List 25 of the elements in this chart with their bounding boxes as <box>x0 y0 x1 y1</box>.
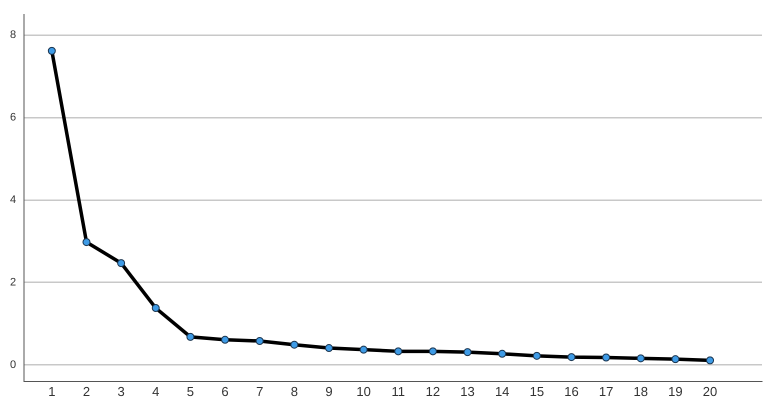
x-tick-label: 7 <box>256 384 264 399</box>
x-tick-label: 14 <box>494 384 510 399</box>
x-tick-label: 15 <box>530 384 544 399</box>
x-tick-label: 8 <box>290 384 298 399</box>
y-tick-label: 6 <box>10 112 16 124</box>
x-tick-label: 6 <box>221 384 229 399</box>
x-tick-label: 4 <box>152 384 160 399</box>
x-tick-label: 9 <box>325 384 333 399</box>
y-tick-label: 4 <box>10 194 16 206</box>
x-tick-label: 20 <box>702 384 718 399</box>
y-tick-label: 2 <box>10 276 16 289</box>
x-tick-label: 3 <box>118 384 125 399</box>
y-tick-label: 0 <box>10 358 16 371</box>
x-tick-label: 13 <box>460 384 475 399</box>
x-tick-label: 12 <box>426 384 440 399</box>
x-tick-label: 19 <box>668 384 683 399</box>
x-tick-label: 2 <box>82 384 90 399</box>
x-tick-label: 1 <box>48 384 56 399</box>
x-tick-label: 17 <box>598 384 614 399</box>
y-tick-label: 8 <box>10 29 16 42</box>
x-tick-label: 18 <box>634 384 648 399</box>
x-tick-label: 5 <box>186 384 194 399</box>
x-tick-label: 10 <box>356 384 371 399</box>
x-tick-label: 11 <box>392 384 406 399</box>
x-tick-label: 16 <box>564 384 579 399</box>
